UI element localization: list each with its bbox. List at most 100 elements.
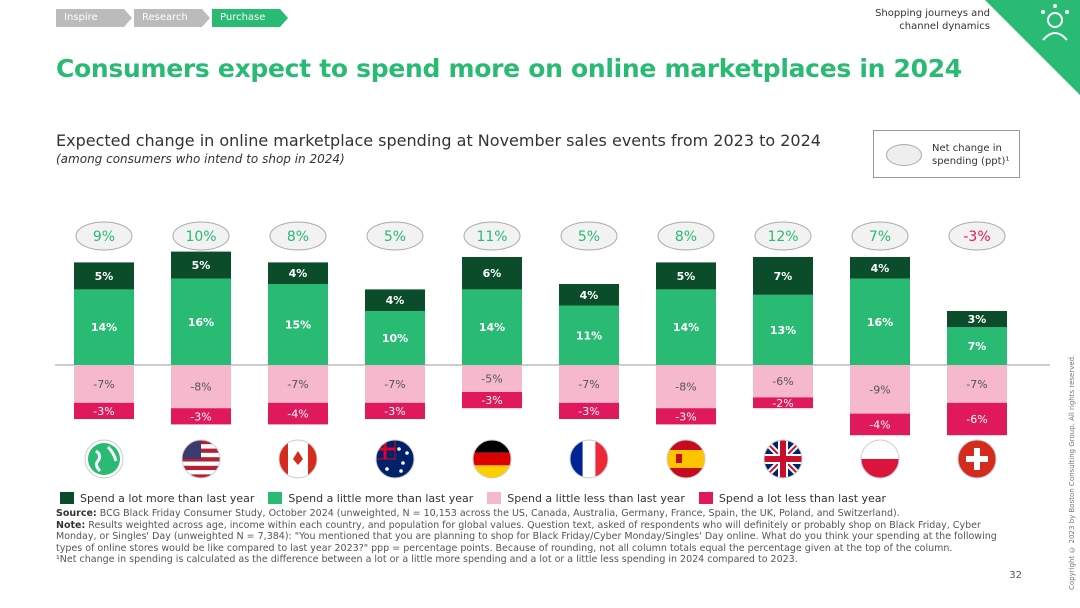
net-change-label: 7%: [869, 229, 891, 245]
net-change-poland: 7%: [851, 221, 909, 251]
bar-segment: [268, 284, 328, 365]
flag-global-icon: [84, 439, 124, 479]
bar-segment: [656, 408, 716, 425]
bar-segment: [753, 294, 813, 365]
bar-segment: [74, 289, 134, 365]
bar-segment: [365, 402, 425, 419]
note-text: Results weighted across age, income with…: [56, 519, 997, 554]
data-label: -7%: [287, 378, 308, 391]
chart-subtitle: (among consumers who intend to shop in 2…: [56, 152, 345, 166]
bar-segment: [171, 365, 231, 409]
data-label: -3%: [93, 405, 114, 418]
bar-segment: [268, 262, 328, 284]
flag-spain-icon: [666, 439, 706, 479]
breadcrumb: Inspire Research Purchase: [56, 9, 290, 27]
flag-france-icon: [569, 439, 609, 479]
data-label: 4%: [289, 267, 308, 280]
data-label: -7%: [966, 378, 987, 391]
net-change-legend: Net change in spending (ppt)¹: [873, 130, 1020, 178]
bar-segment: [656, 289, 716, 365]
data-label: 14%: [91, 321, 117, 334]
net-change-france: 5%: [560, 221, 618, 251]
data-label: -7%: [384, 378, 405, 391]
bar-segment: [171, 278, 231, 365]
breadcrumb-purchase[interactable]: Purchase: [212, 9, 288, 27]
section-corner-badge: [985, 0, 1080, 95]
net-change-uk: 12%: [754, 221, 812, 251]
bar-segment: [268, 402, 328, 425]
data-label: -8%: [675, 381, 696, 394]
data-label: 3%: [968, 313, 987, 326]
data-label: -7%: [578, 378, 599, 391]
net-change-label: 5%: [384, 229, 406, 245]
legend-label: Spend a little more than last year: [288, 492, 474, 505]
data-label: -3%: [481, 394, 502, 407]
data-label: 4%: [386, 294, 405, 307]
data-label: 4%: [871, 262, 890, 275]
net-change-us: 10%: [172, 221, 230, 251]
legend-label: Spend a lot less than last year: [718, 492, 887, 505]
net-change-label: 9%: [93, 229, 115, 245]
bar-segment: [947, 402, 1007, 436]
data-label: 5%: [677, 270, 696, 283]
data-label: 15%: [285, 319, 311, 332]
net-change-label: 12%: [767, 229, 798, 245]
data-label: -7%: [93, 378, 114, 391]
chart-legend: Spend a lot more than last year Spend a …: [60, 492, 886, 505]
data-label: 14%: [479, 321, 505, 334]
data-label: 7%: [774, 270, 793, 283]
flag-us-icon: [181, 439, 221, 479]
bar-segment: [753, 257, 813, 295]
bar-segment: [559, 284, 619, 306]
net-change-oval: [886, 144, 922, 166]
bar-segment: [947, 365, 1007, 403]
data-label: -4%: [869, 418, 890, 431]
footnotes: Source: BCG Black Friday Consumer Study,…: [56, 508, 1021, 566]
bar-segment: [656, 262, 716, 290]
data-label: -6%: [966, 413, 987, 426]
section-label: Shopping journeys and channel dynamics: [875, 8, 990, 32]
bar-segment: [559, 402, 619, 419]
flag-canada-icon: [278, 439, 318, 479]
bar-segment: [850, 278, 910, 365]
data-label: 13%: [770, 324, 796, 337]
bar-segment: [462, 392, 522, 409]
legend-item: Spend a little less than last year: [487, 492, 685, 505]
breadcrumb-research[interactable]: Research: [134, 9, 210, 27]
data-label: -9%: [869, 383, 890, 396]
bar-segment: [947, 311, 1007, 328]
flag-switzerland-icon: [957, 439, 997, 479]
source-text: BCG Black Friday Consumer Study, October…: [99, 508, 900, 519]
data-label: 6%: [483, 267, 502, 280]
flag-australia-icon: [375, 439, 415, 479]
data-label: 4%: [580, 289, 599, 302]
stacked-bar-chart: 9% 14% 5% -7% -3% 10% 16% 5% -8% -3% 8% 15% 4% -7% -4%…: [55, 221, 1050, 479]
data-label: 14%: [673, 321, 699, 334]
bar-segment: [171, 251, 231, 279]
page-number: 32: [1009, 570, 1022, 581]
net-change-legend-label: Net change in spending (ppt)¹: [932, 143, 1010, 167]
bar-segment: [850, 257, 910, 279]
net-change-canada: 8%: [269, 221, 327, 251]
legend-label: Spend a little less than last year: [507, 492, 685, 505]
net-change-label: -3%: [963, 229, 990, 245]
data-label: 5%: [192, 259, 211, 272]
bar-segment: [462, 289, 522, 365]
flag-uk-icon: [763, 439, 803, 479]
data-label: 10%: [382, 332, 408, 345]
data-label: 7%: [968, 340, 987, 353]
breadcrumb-inspire[interactable]: Inspire: [56, 9, 132, 27]
bar-segment: [559, 305, 619, 365]
source-label: Source:: [56, 508, 97, 519]
legend-item: Spend a little more than last year: [268, 492, 473, 505]
data-label: 11%: [576, 329, 602, 342]
legend-item: Spend a lot more than last year: [60, 492, 254, 505]
flag-germany-icon: [472, 439, 512, 479]
bar-segment: [365, 311, 425, 365]
legend-label: Spend a lot more than last year: [80, 492, 255, 505]
footnote-text: ¹Net change in spending is calculated as…: [56, 554, 798, 565]
net-change-spain: 8%: [657, 221, 715, 251]
copyright: Copyright © 2023 by Boston Consulting Gr…: [1068, 354, 1076, 590]
net-change-australia: 5%: [366, 221, 424, 251]
net-change-germany: 11%: [463, 221, 521, 251]
